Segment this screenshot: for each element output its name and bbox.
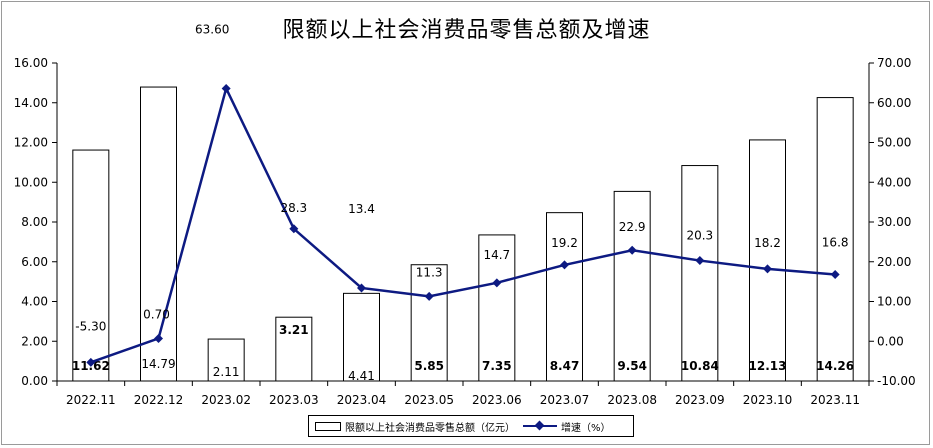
line-value-label: 22.9	[619, 220, 646, 234]
bar	[343, 292, 380, 382]
growth-marker	[695, 256, 705, 266]
line-value-label: 0.70	[143, 307, 170, 321]
legend-item-line: 增速（%）	[523, 419, 611, 434]
y-left-tick-label: 10.00	[14, 175, 48, 189]
line-value-label: 18.2	[754, 236, 781, 250]
y-left-tick-label: 8.00	[21, 215, 48, 229]
legend: 限额以上社会消费品零售总额（亿元） 增速（%）	[308, 415, 634, 437]
y-left-tick-label: 4.00	[21, 295, 48, 309]
bar	[207, 338, 245, 382]
growth-marker	[627, 245, 637, 255]
growth-marker	[560, 260, 569, 270]
growth-marker	[763, 264, 772, 274]
bar-value-label: 14.26	[816, 359, 854, 373]
bar-value-label: 10.84	[681, 359, 719, 373]
growth-marker	[86, 357, 96, 367]
growth-line	[90, 84, 836, 364]
x-tick-label: 2023.07	[540, 393, 590, 407]
y-right-tick-label: 40.00	[877, 175, 911, 189]
growth-marker	[289, 224, 299, 234]
line-value-label: 11.3	[416, 265, 443, 279]
bar	[546, 212, 583, 382]
y-left-tick-label: 16.00	[14, 56, 48, 70]
x-tick-label: 2023.11	[810, 393, 860, 407]
x-tick-label: 2022.11	[66, 393, 116, 407]
growth-marker	[492, 278, 502, 288]
legend-line-swatch	[523, 420, 557, 431]
chart-title: 限额以上社会消费品零售总额及增速	[282, 18, 651, 43]
line-value-label: 13.4	[348, 202, 375, 216]
bar	[816, 97, 854, 382]
x-tick-label: 2023.08	[607, 393, 657, 407]
bar	[410, 264, 448, 382]
legend-bar-swatch	[315, 421, 341, 431]
x-tick-label: 2023.03	[269, 393, 319, 407]
bar	[478, 234, 516, 382]
y-left-tick-label: 2.00	[21, 334, 48, 348]
growth-marker	[424, 291, 434, 301]
bar-value-label: 3.21	[279, 323, 309, 337]
growth-marker	[221, 83, 231, 93]
bar	[749, 139, 786, 382]
line-value-label: 63.60	[195, 22, 229, 36]
x-tick-label: 2023.06	[472, 393, 522, 407]
legend-line-label: 增速（%）	[561, 422, 611, 434]
bar-value-label: 7.35	[482, 359, 512, 373]
y-right-tick-label: 70.00	[877, 56, 911, 70]
y-right-tick-label: 30.00	[877, 215, 911, 229]
line-value-label: -5.30	[75, 319, 106, 333]
bar-value-label: 9.54	[617, 359, 647, 373]
y-left-tick-label: 14.00	[14, 96, 48, 110]
y-right-tick-label: 10.00	[877, 295, 911, 309]
line-value-label: 20.3	[686, 229, 713, 243]
y-left-tick-label: 12.00	[14, 136, 48, 150]
x-tick-label: 2023.10	[743, 393, 793, 407]
bar	[681, 165, 719, 382]
bar	[275, 316, 313, 382]
growth-marker	[154, 333, 163, 343]
x-tick-label: 2022.12	[134, 393, 184, 407]
y-right-tick-label: 20.00	[877, 255, 911, 269]
y-right-tick-label: 60.00	[877, 96, 911, 110]
bar	[140, 86, 177, 382]
x-tick-label: 2023.05	[404, 393, 454, 407]
line-value-label: 16.8	[822, 235, 849, 249]
y-right-tick-label: 50.00	[877, 136, 911, 150]
bar	[72, 149, 110, 382]
bar-value-label: 5.85	[414, 359, 444, 373]
bar-value-label: 8.47	[550, 359, 580, 373]
bar-value-label: 4.41	[348, 369, 375, 383]
legend-item-bar: 限额以上社会消费品零售总额（亿元）	[315, 419, 515, 434]
bar-value-label: 2.11	[213, 365, 240, 379]
bar-value-label: 14.79	[141, 357, 175, 371]
y-left-tick-label: 6.00	[21, 255, 48, 269]
x-tick-label: 2023.02	[201, 393, 251, 407]
y-left-tick-label: 0.00	[21, 374, 48, 388]
line-value-label: 28.3	[280, 201, 307, 215]
growth-marker	[830, 269, 840, 279]
line-value-label: 19.2	[551, 236, 578, 250]
y-right-tick-label: -10.00	[877, 374, 916, 388]
line-value-label: 14.7	[483, 248, 510, 262]
legend-bar-label: 限额以上社会消费品零售总额（亿元）	[345, 422, 515, 434]
x-tick-label: 2023.04	[337, 393, 387, 407]
growth-marker	[357, 283, 366, 293]
bar-value-label: 12.13	[749, 359, 787, 373]
x-tick-label: 2023.09	[675, 393, 725, 407]
bar	[613, 190, 651, 382]
y-right-tick-label: 0.00	[877, 334, 904, 348]
